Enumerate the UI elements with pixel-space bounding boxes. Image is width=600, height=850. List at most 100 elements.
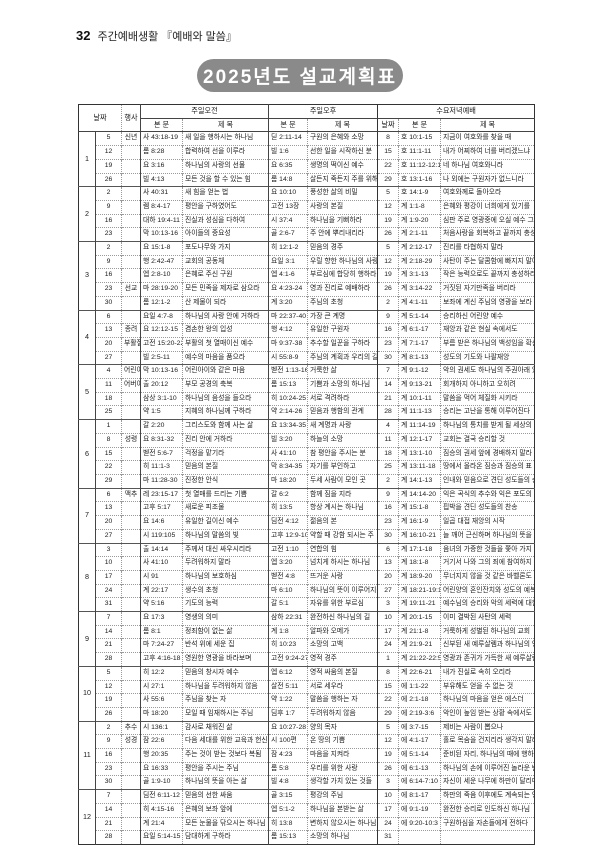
cell-pm-title: 하나님을 기뻐하라: [307, 213, 378, 228]
cell-am-title: 평안을 주시는 주님: [182, 761, 269, 776]
cell-pm-scripture: 벧전 4:8: [268, 569, 308, 585]
cell-pm-scripture: 시 100편: [268, 734, 308, 749]
cell-pm-scripture: 고전 9:24-27: [268, 652, 308, 667]
table-row: 16 엡 2:8-10 은혜로 주신 구원 엡 4:1-6 부르심에 합당히 행…: [79, 268, 535, 283]
cell-am-scripture: 히 11:1-3: [140, 460, 183, 475]
cell-wed-scripture: 호 11:1-11: [398, 145, 441, 160]
cell-wed-date: 5: [377, 186, 399, 201]
cell-am-scripture: 빌 4:13: [140, 172, 183, 187]
cell-wed-scripture: 계 12:1-17: [398, 432, 441, 448]
cell-wed-title: 진리를 타협하지 말라: [440, 241, 535, 256]
header-pm-scripture: 본 문: [268, 118, 308, 133]
cell-month: 4: [78, 309, 96, 365]
cell-sunday-date: 23: [94, 227, 122, 242]
cell-sunday-date: 9: [94, 199, 122, 215]
cell-wed-title: 사탄이 주는 달콤함에 빠지지 말아야: [440, 254, 535, 269]
cell-am-scripture: 계 22:17: [140, 583, 183, 598]
cell-wed-scripture: 계 2:18-29: [398, 254, 441, 269]
cell-pm-title: 사랑의 본질: [307, 199, 378, 215]
cell-wed-scripture: 계 2:12-17: [398, 241, 441, 256]
cell-wed-title: 악의 권세도 하나님의 주권아래 있다: [440, 364, 535, 379]
cell-wed-scripture: 계 15:1-8: [398, 501, 441, 516]
cell-pm-title: 뜨거운 사랑: [307, 569, 378, 585]
cell-pm-scripture: 엡 4:1-6: [268, 268, 308, 283]
cell-am-scripture: 요 15:1-8: [140, 241, 183, 256]
cell-event: [121, 597, 141, 612]
cell-am-title: 새 일을 행하시는 하나님: [182, 131, 269, 146]
cell-sunday-date: 5: [94, 665, 122, 681]
cell-am-title: 진정한 안식: [182, 473, 269, 489]
cell-wed-title: 회개하지 아니하고 오히려: [440, 378, 535, 393]
cell-pm-scripture: 잠 4:23: [268, 748, 308, 763]
cell-event: [121, 501, 141, 516]
cell-sunday-date: 28: [94, 830, 122, 845]
cell-wed-date: 26: [377, 227, 399, 242]
page-header: 32 주간예배생활 『예배와 말씀』: [76, 28, 237, 44]
cell-event: [121, 583, 141, 598]
cell-wed-scripture: 계 14:1-13: [398, 473, 441, 489]
cell-wed-scripture: 호 13:1-16: [398, 172, 441, 187]
cell-pm-scripture: 갈 5:1: [268, 597, 308, 612]
table-row: 29 마 11:28-30 진정한 안식 마 18:20 두세 사람이 모인 곳…: [79, 473, 535, 489]
table-row: 9 렘 8:4-17 평안을 구하였어도 고전 13장 사랑의 본질 12 계 …: [79, 199, 535, 215]
cell-am-scripture: 출 20:12: [140, 378, 183, 393]
cell-wed-title: 인내와 믿음으로 견딘 성도들의 승리: [440, 473, 535, 489]
cell-am-scripture: 시 27:1: [140, 679, 183, 694]
header-wed-title: 제 목: [440, 118, 535, 133]
cell-event: [121, 624, 141, 639]
cell-pm-scripture: 딤후 1:7: [268, 706, 308, 722]
cell-wed-date: 19: [377, 213, 399, 228]
cell-sunday-date: 15: [94, 446, 122, 461]
cell-pm-scripture: 약 1:22: [268, 693, 308, 708]
cell-am-title: 하나님을 두려워하지 않음: [182, 679, 269, 694]
cell-pm-title: 우리를 위한 사랑: [307, 761, 378, 776]
cell-wed-scripture: 계 16:10-21: [398, 528, 441, 543]
cell-am-title: 걱정을 맡기라: [182, 446, 269, 461]
cell-am-title: 부활의 첫 열매이신 예수: [182, 336, 269, 352]
cell-pm-scripture: 삼하 22:31: [268, 611, 308, 626]
cell-am-scripture: 시 91: [140, 569, 183, 585]
cell-wed-scripture: 계 1:9-20: [398, 213, 441, 228]
table-row: 27 빌 2:5-11 예수의 마음을 품으라 시 55:8-9 주님의 계획과…: [79, 350, 535, 365]
cell-pm-title: 소망의 하나님: [307, 830, 378, 845]
header-wed-date: 날짜: [377, 118, 399, 133]
cell-wed-date: 22: [377, 158, 399, 174]
cell-event: [121, 748, 141, 763]
cell-event: [121, 241, 141, 256]
cell-event: [121, 213, 141, 228]
cell-am-scripture: 요 14:6: [140, 515, 183, 530]
cell-sunday-date: 2: [94, 186, 122, 201]
cell-event: [121, 473, 141, 489]
cell-wed-date: 30: [377, 528, 399, 543]
cell-wed-title: 교회는 결국 승리할 것: [440, 432, 535, 448]
table-row: 9 행 2:42-47 교회의 공동체 요일 3:1 우릴 향한 하나님의 사랑…: [79, 254, 535, 269]
cell-wed-title: 거짓된 자기만족을 버리라: [440, 282, 535, 297]
cell-pm-scripture: 히 10:24-25: [268, 391, 308, 406]
cell-event: [121, 446, 141, 461]
cell-event: [121, 665, 141, 681]
cell-pm-scripture: 엡 6:12: [268, 665, 308, 681]
cell-am-scripture: 마 18:20: [140, 706, 183, 722]
cell-wed-scripture: 계 22:6-21: [398, 665, 441, 681]
cell-pm-scripture: 요 13:34-35: [268, 419, 308, 434]
document-title-pill: 2025년도 설교계획표: [197, 59, 403, 92]
cell-am-scripture: 시 119:105: [140, 528, 183, 543]
cell-event: 맥추: [121, 487, 141, 502]
cell-wed-scripture: 에 1:1-22: [398, 679, 441, 694]
header-date: 날짜: [78, 104, 122, 133]
cell-event: 부활절: [121, 336, 141, 352]
cell-am-scripture: 잠 22:6: [140, 734, 183, 749]
table-row: 22 히 11:1-3 믿음의 본질 막 8:34-35 자기를 부인하고 25…: [79, 460, 535, 475]
header-wednesday: 수요저녁예배: [377, 104, 535, 119]
cell-pm-scripture: 요 6:35: [268, 158, 308, 174]
cell-event: [121, 391, 141, 406]
cell-sunday-date: 12: [94, 145, 122, 160]
cell-pm-scripture: 빌 3:20: [268, 432, 308, 448]
cell-pm-title: 살든지 죽든지 주를 위해: [307, 172, 378, 187]
cell-wed-title: 신부된 새 예루살렘과 하나님의 영광: [440, 638, 535, 653]
cell-month: 6: [78, 419, 96, 489]
cell-sunday-date: 22: [94, 460, 122, 475]
cell-pm-scripture: 롬 15:13: [268, 830, 308, 845]
cell-wed-date: 9: [377, 309, 399, 324]
cell-wed-title: 부유해도 얻을 수 없는 것: [440, 679, 535, 694]
